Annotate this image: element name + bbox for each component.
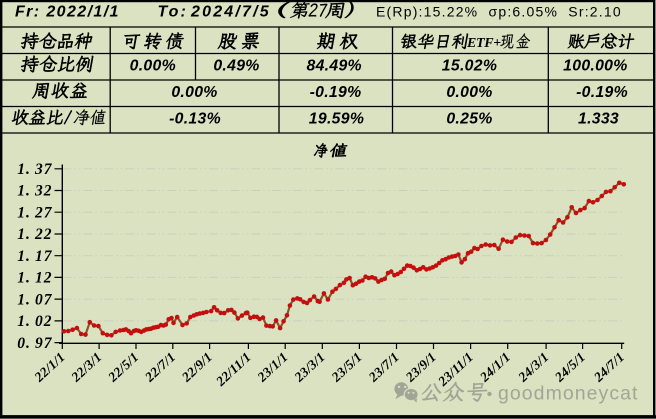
svg-text:84.49%: 84.49%: [307, 58, 362, 75]
svg-text:1. 27: 1. 27: [17, 204, 52, 221]
svg-text:0.00%: 0.00%: [171, 84, 217, 101]
svg-text:0.49%: 0.49%: [213, 58, 259, 75]
svg-text:E(Rp):15.22% σp:6.05% Sr:2.1: E(Rp):15.22% σp:6.05% Sr:2.10: [376, 3, 622, 19]
svg-text:ETF+: ETF+: [466, 36, 501, 51]
svg-text:1. 37: 1. 37: [17, 161, 52, 178]
svg-text:15.02%: 15.02%: [442, 58, 497, 75]
svg-text:2024/7/5: 2024/7/5: [190, 3, 271, 20]
svg-text:1. 17: 1. 17: [17, 248, 52, 265]
svg-text:1.333: 1.333: [578, 111, 619, 128]
svg-text:-0.19%: -0.19%: [310, 84, 362, 101]
svg-text:1. 22: 1. 22: [17, 226, 52, 243]
svg-text:19.59%: 19.59%: [309, 111, 364, 128]
svg-text:0. 97: 0. 97: [17, 335, 52, 352]
svg-text:100.00%: 100.00%: [563, 58, 627, 75]
svg-text:1. 12: 1. 12: [17, 270, 52, 287]
svg-text:1. 07: 1. 07: [17, 291, 52, 308]
svg-text:Fr: 2022/1/1: Fr: 2022/1/1: [15, 3, 120, 20]
svg-text:-0.19%: -0.19%: [576, 84, 628, 101]
svg-text:1. 02: 1. 02: [17, 313, 52, 330]
svg-text:0.00%: 0.00%: [130, 58, 176, 75]
svg-text:1. 32: 1. 32: [17, 183, 52, 200]
svg-text:0.00%: 0.00%: [446, 84, 492, 101]
svg-text:-0.13%: -0.13%: [169, 111, 221, 128]
svg-text:To:: To:: [158, 3, 188, 20]
svg-text:0.25%: 0.25%: [446, 111, 492, 128]
svg-text:goodmoneycat: goodmoneycat: [498, 383, 639, 405]
